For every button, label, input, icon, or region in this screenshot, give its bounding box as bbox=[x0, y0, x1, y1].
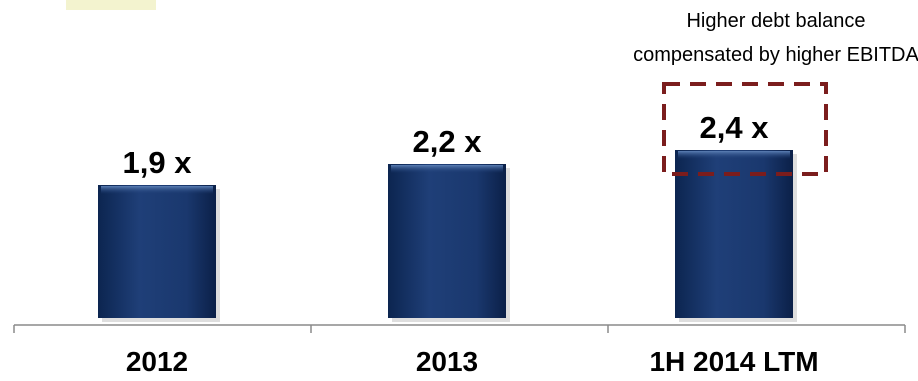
bar-highlight-2013 bbox=[391, 165, 503, 173]
annotation-line-2: compensated by higher EBITDA bbox=[633, 44, 918, 66]
bar-2013 bbox=[388, 164, 506, 318]
bar-2012 bbox=[98, 185, 216, 318]
highlight-box bbox=[662, 82, 828, 176]
bar-highlight-2012 bbox=[101, 186, 213, 194]
category-label-2012: 2012 bbox=[126, 346, 188, 377]
value-label-2013: 2,2 x bbox=[413, 124, 483, 159]
bar-highlight-1h-2014-ltm bbox=[678, 151, 790, 159]
corner-mark bbox=[66, 0, 156, 10]
value-label-1h-2014-ltm: 2,4 x bbox=[700, 110, 770, 145]
category-label-1h-2014-ltm: 1H 2014 LTM bbox=[649, 346, 818, 377]
value-label-2012: 1,9 x bbox=[123, 145, 193, 180]
bar-1h-2014-ltm bbox=[675, 150, 793, 318]
bars-group bbox=[98, 150, 797, 322]
category-label-2013: 2013 bbox=[416, 346, 478, 377]
annotation-line-1: Higher debt balance bbox=[686, 10, 865, 32]
